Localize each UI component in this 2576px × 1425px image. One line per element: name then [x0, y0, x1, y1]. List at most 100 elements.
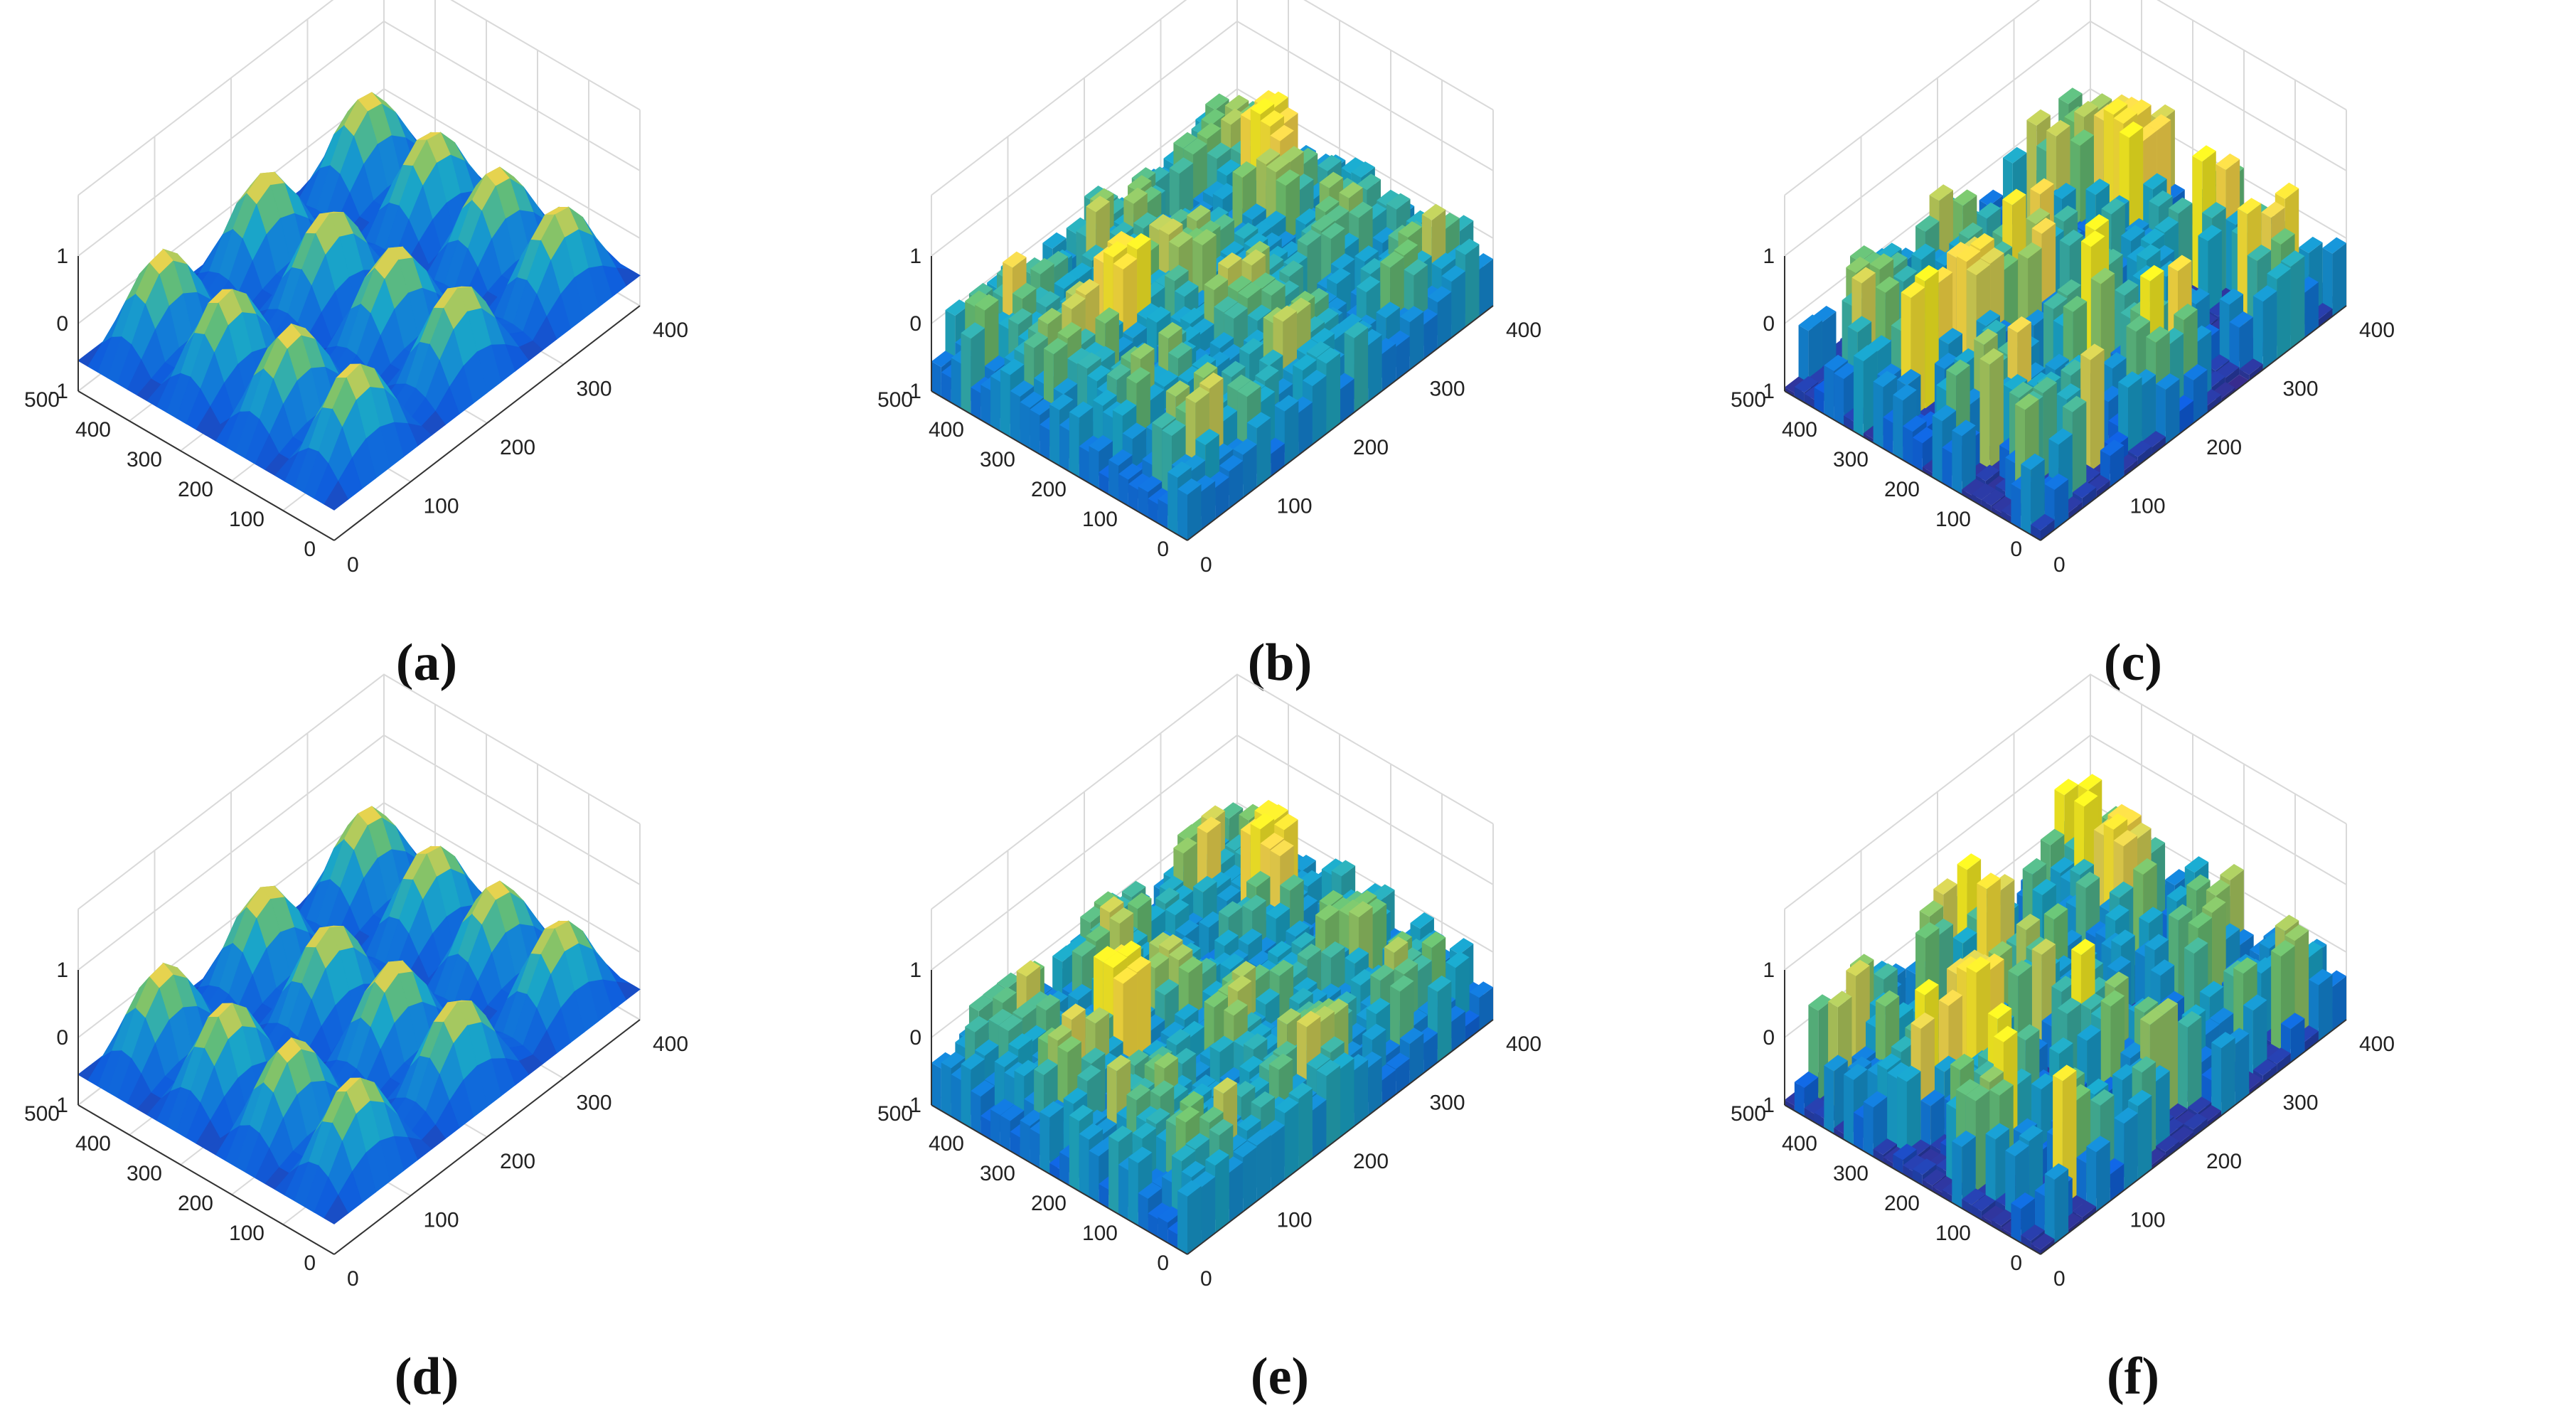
surface-patch: [1356, 276, 1381, 293]
surface-patch: [1109, 221, 1134, 238]
surface-patch: [1118, 463, 1143, 480]
y-tick-label: 400: [929, 418, 964, 442]
surface-patch: [1193, 361, 1218, 379]
surface-patch: [1974, 328, 1998, 346]
surface-patch: [1952, 430, 1962, 495]
grid-line: [78, 801, 641, 1038]
surface-patch: [980, 384, 991, 426]
x-axis-line: [2040, 305, 2347, 541]
surface-patch: [2207, 395, 2222, 412]
surface-patch: [2072, 401, 2087, 503]
panel-d: 0 100 200 300 400 0 100 200 300 400 500 -1 0 1 (d): [0, 673, 853, 1425]
surface-patch: [2018, 242, 2042, 259]
y-tick-label: 500: [877, 388, 913, 412]
x-tick-label: 100: [424, 495, 459, 518]
y-tick-label: 0: [2010, 538, 2022, 561]
surface-patch: [1177, 478, 1202, 495]
surface-patch: [1197, 816, 1222, 833]
surface-patch: [1455, 238, 1480, 255]
surface-patch: [2229, 311, 2253, 328]
surface-patch: [1262, 210, 1286, 228]
surface-patch: [2318, 309, 2333, 327]
surface-patch: [1180, 307, 1204, 324]
z-tick-label: -1: [49, 380, 68, 403]
surface-patch: [1360, 257, 1384, 274]
surface-patch: [1875, 276, 1900, 293]
surface-patch: [2096, 480, 2110, 498]
surface-patch: [1209, 331, 1234, 349]
z-tick-label: 1: [1763, 245, 1775, 268]
surface-patch: [2124, 459, 2138, 476]
surface-patch: [1952, 189, 1977, 206]
surface-patch: [1256, 417, 1271, 487]
surface-patch: [2304, 282, 2319, 338]
surface-patch: [1020, 257, 1044, 274]
surface-patch: [1853, 345, 1878, 362]
surface-patch: [1106, 363, 1131, 380]
y-tick-label: 400: [75, 418, 111, 442]
y-tick-label: 400: [75, 1132, 111, 1156]
surface-patch: [1399, 306, 1424, 323]
surface-patch: [2033, 376, 2057, 393]
surface-patch: [1357, 174, 1381, 191]
surface-patch: [1205, 93, 1229, 110]
surface-patch: [1962, 479, 1986, 496]
surface-patch: [1220, 240, 1244, 258]
surface-patch: [1972, 493, 1982, 506]
surface-patch: [1207, 142, 1231, 159]
surface-patch: [1000, 358, 1025, 375]
x-tick-label: 300: [577, 378, 612, 401]
surface-patch: [1979, 358, 1990, 474]
surface-patch: [2031, 217, 2056, 235]
surface-patch: [961, 322, 985, 339]
y-tick-label: 100: [1082, 508, 1118, 531]
surface-patch: [1165, 265, 1189, 282]
surface-patch: [1221, 108, 1245, 125]
surface-patch: [1010, 390, 1020, 443]
surface-patch: [2043, 292, 2068, 309]
surface-patch: [1254, 799, 1278, 816]
surface-patch: [2061, 359, 2085, 376]
surface-patch: [1321, 858, 1346, 875]
surface-patch: [2168, 255, 2192, 272]
surface-patch: [1873, 370, 1898, 388]
surface-patch: [1798, 325, 1809, 387]
surface-patch: [1479, 259, 1493, 316]
surface-patch: [2186, 288, 2210, 305]
y-tick-label: 500: [24, 1102, 60, 1126]
surface-patch: [1962, 489, 1972, 501]
surface-patch: [1311, 214, 1335, 232]
surface-patch: [1404, 259, 1428, 276]
surface-patch: [1258, 349, 1283, 366]
surface-patch: [2009, 381, 2033, 398]
surface-patch: [1321, 223, 1345, 240]
x-tick-label: 400: [653, 319, 688, 342]
grid-line: [78, 87, 641, 324]
surface-patch: [1243, 444, 1257, 498]
surface-patch: [1932, 405, 1957, 422]
surface-patch: [1437, 292, 1452, 348]
surface-patch: [1204, 206, 1229, 223]
y-tick-label: 200: [178, 1192, 213, 1215]
x-axis-line: [333, 305, 641, 541]
surface-patch: [1237, 282, 1262, 299]
surface-patch: [1108, 449, 1133, 466]
surface-patch: [2275, 182, 2299, 199]
surface-patch: [1201, 805, 1225, 822]
surface-patch: [2156, 383, 2166, 444]
surface-patch: [971, 387, 981, 420]
surface-patch: [1947, 241, 1971, 259]
surface-patch: [2007, 316, 2031, 333]
x-tick-label: 200: [500, 1150, 535, 1173]
surface-patch: [2215, 361, 2240, 378]
surface-patch: [1049, 393, 1074, 410]
surface-patch: [1785, 387, 1795, 397]
surface-patch: [1293, 354, 1317, 371]
surface-patch: [1059, 425, 1069, 472]
surface-patch: [1202, 181, 1227, 198]
surface-patch: [1036, 291, 1060, 308]
surface-patch: [1089, 446, 1099, 489]
surface-patch: [1298, 402, 1313, 455]
surface-patch: [1915, 215, 1940, 232]
panel-a: 0 100 200 300 400 0 100 200 300 400 500 -1 0 1 (a): [0, 0, 853, 711]
